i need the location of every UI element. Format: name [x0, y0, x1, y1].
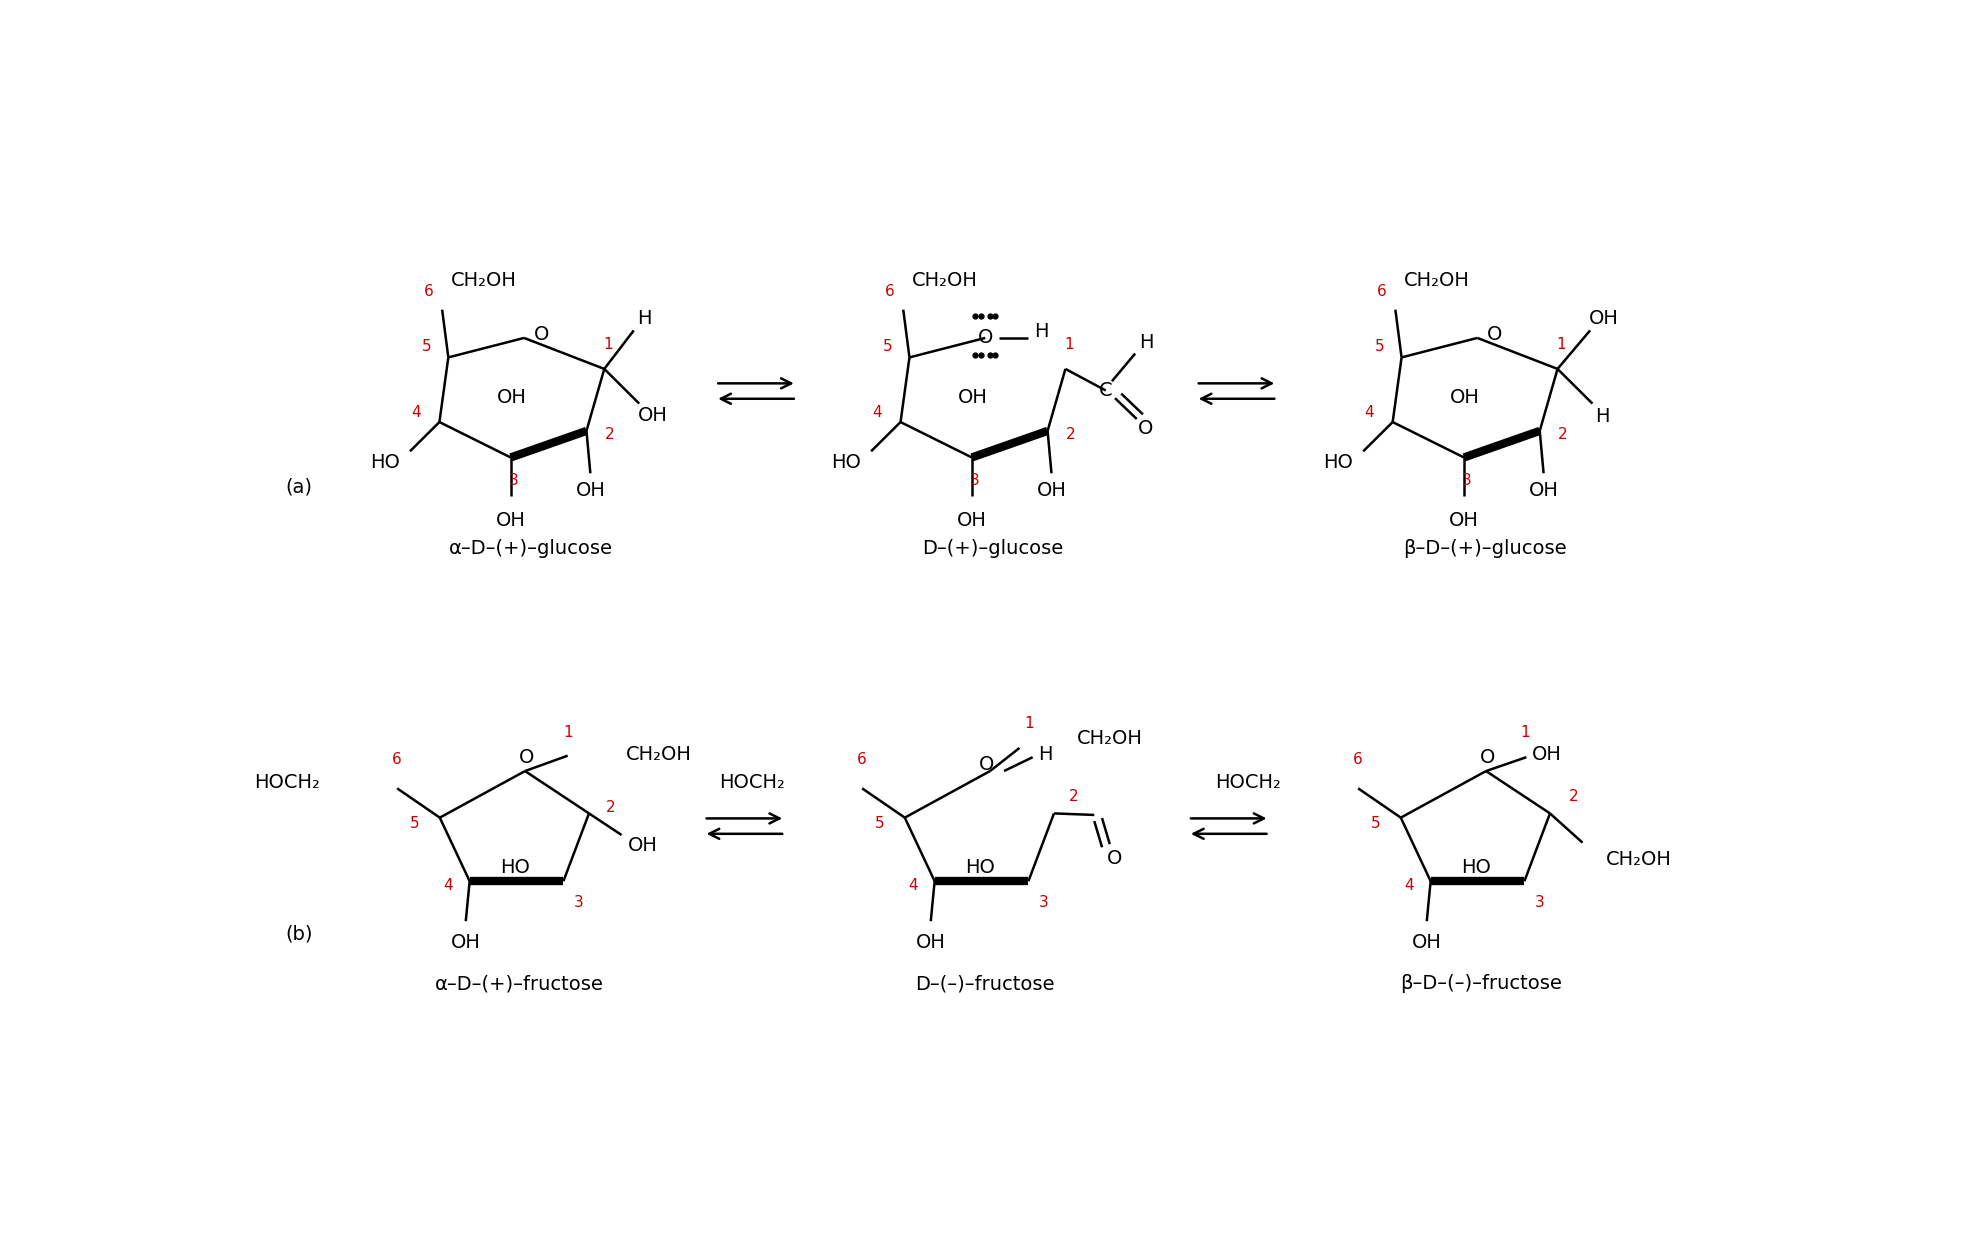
Text: 2: 2	[1568, 789, 1578, 804]
Text: 3: 3	[509, 473, 519, 488]
Text: D–(+)–glucose: D–(+)–glucose	[922, 540, 1063, 559]
Text: H: H	[638, 310, 652, 328]
Text: 3: 3	[970, 473, 980, 488]
Text: HO: HO	[1460, 858, 1492, 877]
Text: 1: 1	[604, 337, 612, 352]
Text: 5: 5	[1375, 340, 1385, 355]
Text: O: O	[1480, 748, 1496, 766]
Text: 4: 4	[411, 406, 421, 420]
Text: 2: 2	[604, 427, 614, 443]
Text: CH₂OH: CH₂OH	[626, 745, 691, 764]
Text: OH: OH	[1528, 481, 1558, 500]
Text: 2: 2	[1558, 427, 1568, 443]
Text: OH: OH	[958, 511, 988, 530]
Text: C: C	[1099, 381, 1113, 401]
Text: CH₂OH: CH₂OH	[912, 271, 978, 290]
Text: 6: 6	[391, 753, 401, 768]
Text: OH: OH	[916, 933, 946, 952]
Text: HOCH₂: HOCH₂	[1214, 774, 1282, 792]
Text: β–D–(–)–fructose: β–D–(–)–fructose	[1399, 974, 1562, 994]
Text: O: O	[533, 326, 548, 345]
Text: 1: 1	[1556, 337, 1566, 352]
Text: α–D–(+)–fructose: α–D–(+)–fructose	[435, 974, 604, 994]
Text: HOCH₂: HOCH₂	[719, 774, 785, 792]
Text: 1: 1	[562, 725, 572, 740]
Text: CH₂OH: CH₂OH	[1077, 729, 1143, 748]
Text: 4: 4	[908, 877, 918, 892]
Text: HO: HO	[1323, 453, 1353, 471]
Text: 4: 4	[1405, 877, 1413, 892]
Text: O: O	[519, 748, 535, 766]
Text: 4: 4	[443, 877, 453, 892]
Text: 5: 5	[882, 340, 892, 355]
Text: 4: 4	[1365, 406, 1375, 420]
Text: 1: 1	[1023, 715, 1033, 730]
Text: 6: 6	[1377, 285, 1387, 300]
Text: H: H	[1033, 322, 1049, 341]
Text: OH: OH	[497, 511, 527, 530]
Text: O: O	[1107, 850, 1123, 868]
Text: CH₂OH: CH₂OH	[1605, 850, 1671, 870]
Text: 2: 2	[1067, 427, 1075, 443]
Text: H: H	[1139, 333, 1152, 352]
Text: 5: 5	[421, 340, 431, 355]
Text: OH: OH	[958, 388, 988, 407]
Text: (b): (b)	[286, 924, 314, 943]
Text: D–(–)–fructose: D–(–)–fructose	[914, 974, 1055, 994]
Text: O: O	[978, 755, 994, 775]
Text: OH: OH	[576, 481, 606, 500]
Text: OH: OH	[1449, 511, 1478, 530]
Text: H: H	[1596, 407, 1609, 427]
Text: OH: OH	[1590, 310, 1619, 328]
Text: OH: OH	[1451, 388, 1480, 407]
Text: O: O	[978, 328, 994, 347]
Text: 3: 3	[574, 896, 584, 911]
Text: 2: 2	[1069, 789, 1079, 804]
Text: 3: 3	[1536, 896, 1544, 911]
Text: 6: 6	[856, 753, 866, 768]
Text: HO: HO	[831, 453, 860, 471]
Text: β–D–(+)–glucose: β–D–(+)–glucose	[1403, 540, 1566, 559]
Text: OH: OH	[497, 388, 527, 407]
Text: 5: 5	[409, 816, 419, 831]
Text: HO: HO	[966, 858, 995, 877]
Text: 1: 1	[1065, 337, 1075, 352]
Text: 3: 3	[1039, 896, 1049, 911]
Text: HOCH₂: HOCH₂	[254, 774, 320, 792]
Text: HO: HO	[370, 453, 399, 471]
Text: OH: OH	[1413, 933, 1443, 952]
Text: 6: 6	[423, 285, 433, 300]
Text: 4: 4	[872, 406, 882, 420]
Text: OH: OH	[451, 933, 481, 952]
Text: (a): (a)	[286, 478, 312, 496]
Text: OH: OH	[1037, 481, 1067, 500]
Text: OH: OH	[628, 836, 658, 855]
Text: 5: 5	[874, 816, 884, 831]
Text: 1: 1	[1520, 725, 1530, 740]
Text: OH: OH	[1532, 745, 1562, 764]
Text: 2: 2	[606, 800, 616, 815]
Text: 5: 5	[1371, 816, 1381, 831]
Text: O: O	[1139, 419, 1154, 438]
Text: HO: HO	[501, 858, 531, 877]
Text: 6: 6	[1353, 753, 1363, 768]
Text: O: O	[1486, 326, 1502, 345]
Text: α–D–(+)–glucose: α–D–(+)–glucose	[449, 540, 614, 559]
Text: OH: OH	[638, 406, 668, 424]
Text: H: H	[1039, 745, 1053, 764]
Text: CH₂OH: CH₂OH	[451, 271, 517, 290]
Text: CH₂OH: CH₂OH	[1405, 271, 1470, 290]
Text: 6: 6	[884, 285, 894, 300]
Text: 3: 3	[1462, 473, 1472, 488]
